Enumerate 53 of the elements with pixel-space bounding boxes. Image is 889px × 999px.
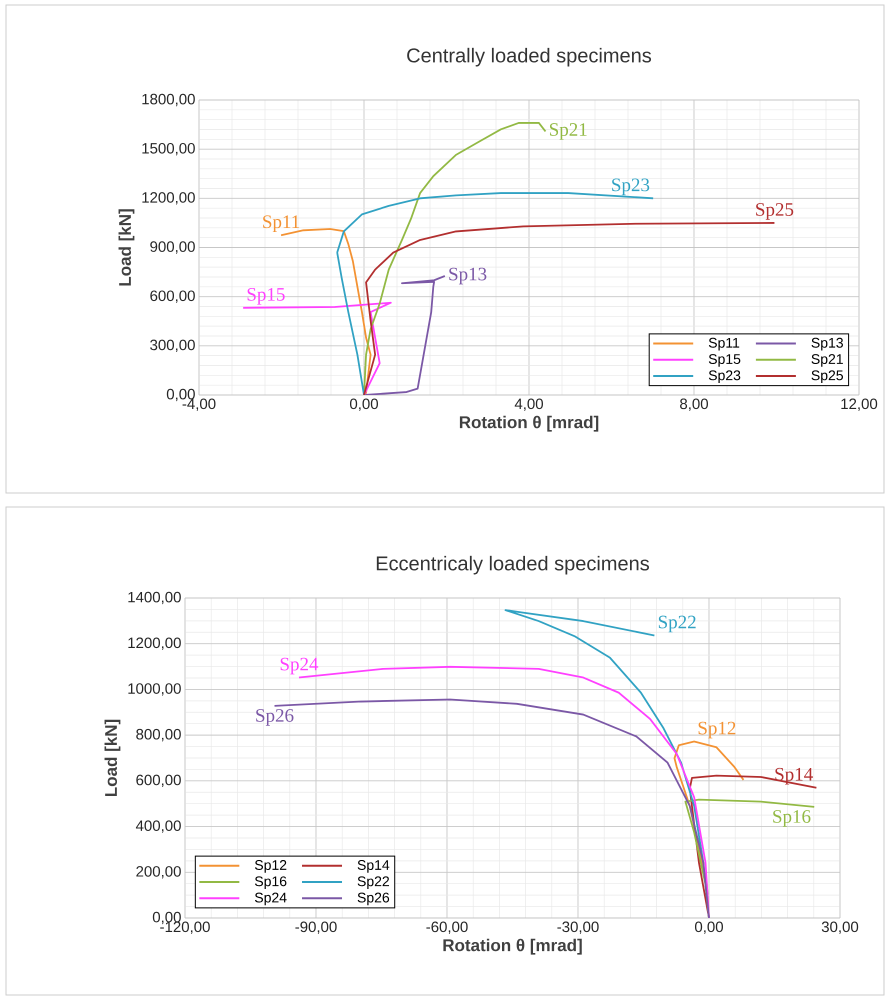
x-tick-label: 0,00 <box>350 398 378 411</box>
annotation: Sp26 <box>256 709 294 726</box>
y-tick-label: 600,00 <box>150 290 195 303</box>
legend-label: Sp14 <box>358 860 390 873</box>
x-tick-label: 8,00 <box>680 398 708 411</box>
legend-label: Sp13 <box>812 338 843 350</box>
legend-label: Sp22 <box>358 876 390 890</box>
legend-label: Sp11 <box>708 338 740 350</box>
x-tick-label: -90,00 <box>295 922 337 934</box>
y-tick-label: 1400,00 <box>128 592 181 604</box>
annotation: Sp11 <box>263 215 300 232</box>
legend-label: Sp26 <box>358 892 390 906</box>
legend-label: Sp15 <box>708 354 740 367</box>
annotation: Sp15 <box>248 288 285 305</box>
chart-title: Centrally loaded specimens <box>407 48 652 66</box>
y-tick-label: 300,00 <box>150 340 195 352</box>
y-tick-label: 1200,00 <box>142 192 195 205</box>
y-axis-title: Load [kN] <box>118 209 134 286</box>
annotation: Sp14 <box>775 768 813 785</box>
y-axis-title: Load [kN] <box>104 720 120 796</box>
annotation: Sp16 <box>773 810 810 827</box>
x-tick-label: -30,00 <box>557 922 599 934</box>
y-tick-label: 900,00 <box>150 241 195 254</box>
x-axis-title: Rotation θ [mrad] <box>460 416 598 432</box>
annotation: Sp24 <box>280 658 318 674</box>
x-tick-label: 4,00 <box>514 398 543 411</box>
annotation: Sp12 <box>698 722 736 738</box>
legend-label: Sp16 <box>254 876 286 890</box>
legend-label: Sp12 <box>254 860 286 873</box>
y-tick-label: 1200,00 <box>128 638 181 650</box>
annotation: Sp13 <box>449 268 486 284</box>
y-tick-label: 800,00 <box>136 728 181 742</box>
y-tick-label: 600,00 <box>136 774 181 788</box>
x-tick-label: 30,00 <box>822 922 858 934</box>
line-series <box>363 222 776 395</box>
x-tick-label: -60,00 <box>426 922 468 934</box>
legend-label: Sp25 <box>812 370 843 384</box>
annotation: Sp23 <box>612 178 650 196</box>
legend-label: Sp21 <box>812 354 843 367</box>
legend-label: Sp24 <box>254 892 287 906</box>
y-tick-label: 1500,00 <box>142 142 195 156</box>
annotation: Sp21 <box>550 123 587 140</box>
x-axis-title: Rotation θ [mrad] <box>443 938 582 955</box>
annotation: Sp25 <box>756 203 794 220</box>
y-tick-label: 1800,00 <box>142 94 195 106</box>
annotation: Sp22 <box>658 616 696 632</box>
x-tick-label: 12,00 <box>841 398 878 411</box>
chart-title: Eccentricaly loaded specimens <box>376 556 649 574</box>
y-tick-label: 200,00 <box>136 866 181 878</box>
legend-label: Sp23 <box>708 370 740 384</box>
y-tick-label: 1000,00 <box>128 683 181 696</box>
y-tick-label: 400,00 <box>136 820 181 833</box>
x-tick-label: 0,00 <box>694 922 723 934</box>
